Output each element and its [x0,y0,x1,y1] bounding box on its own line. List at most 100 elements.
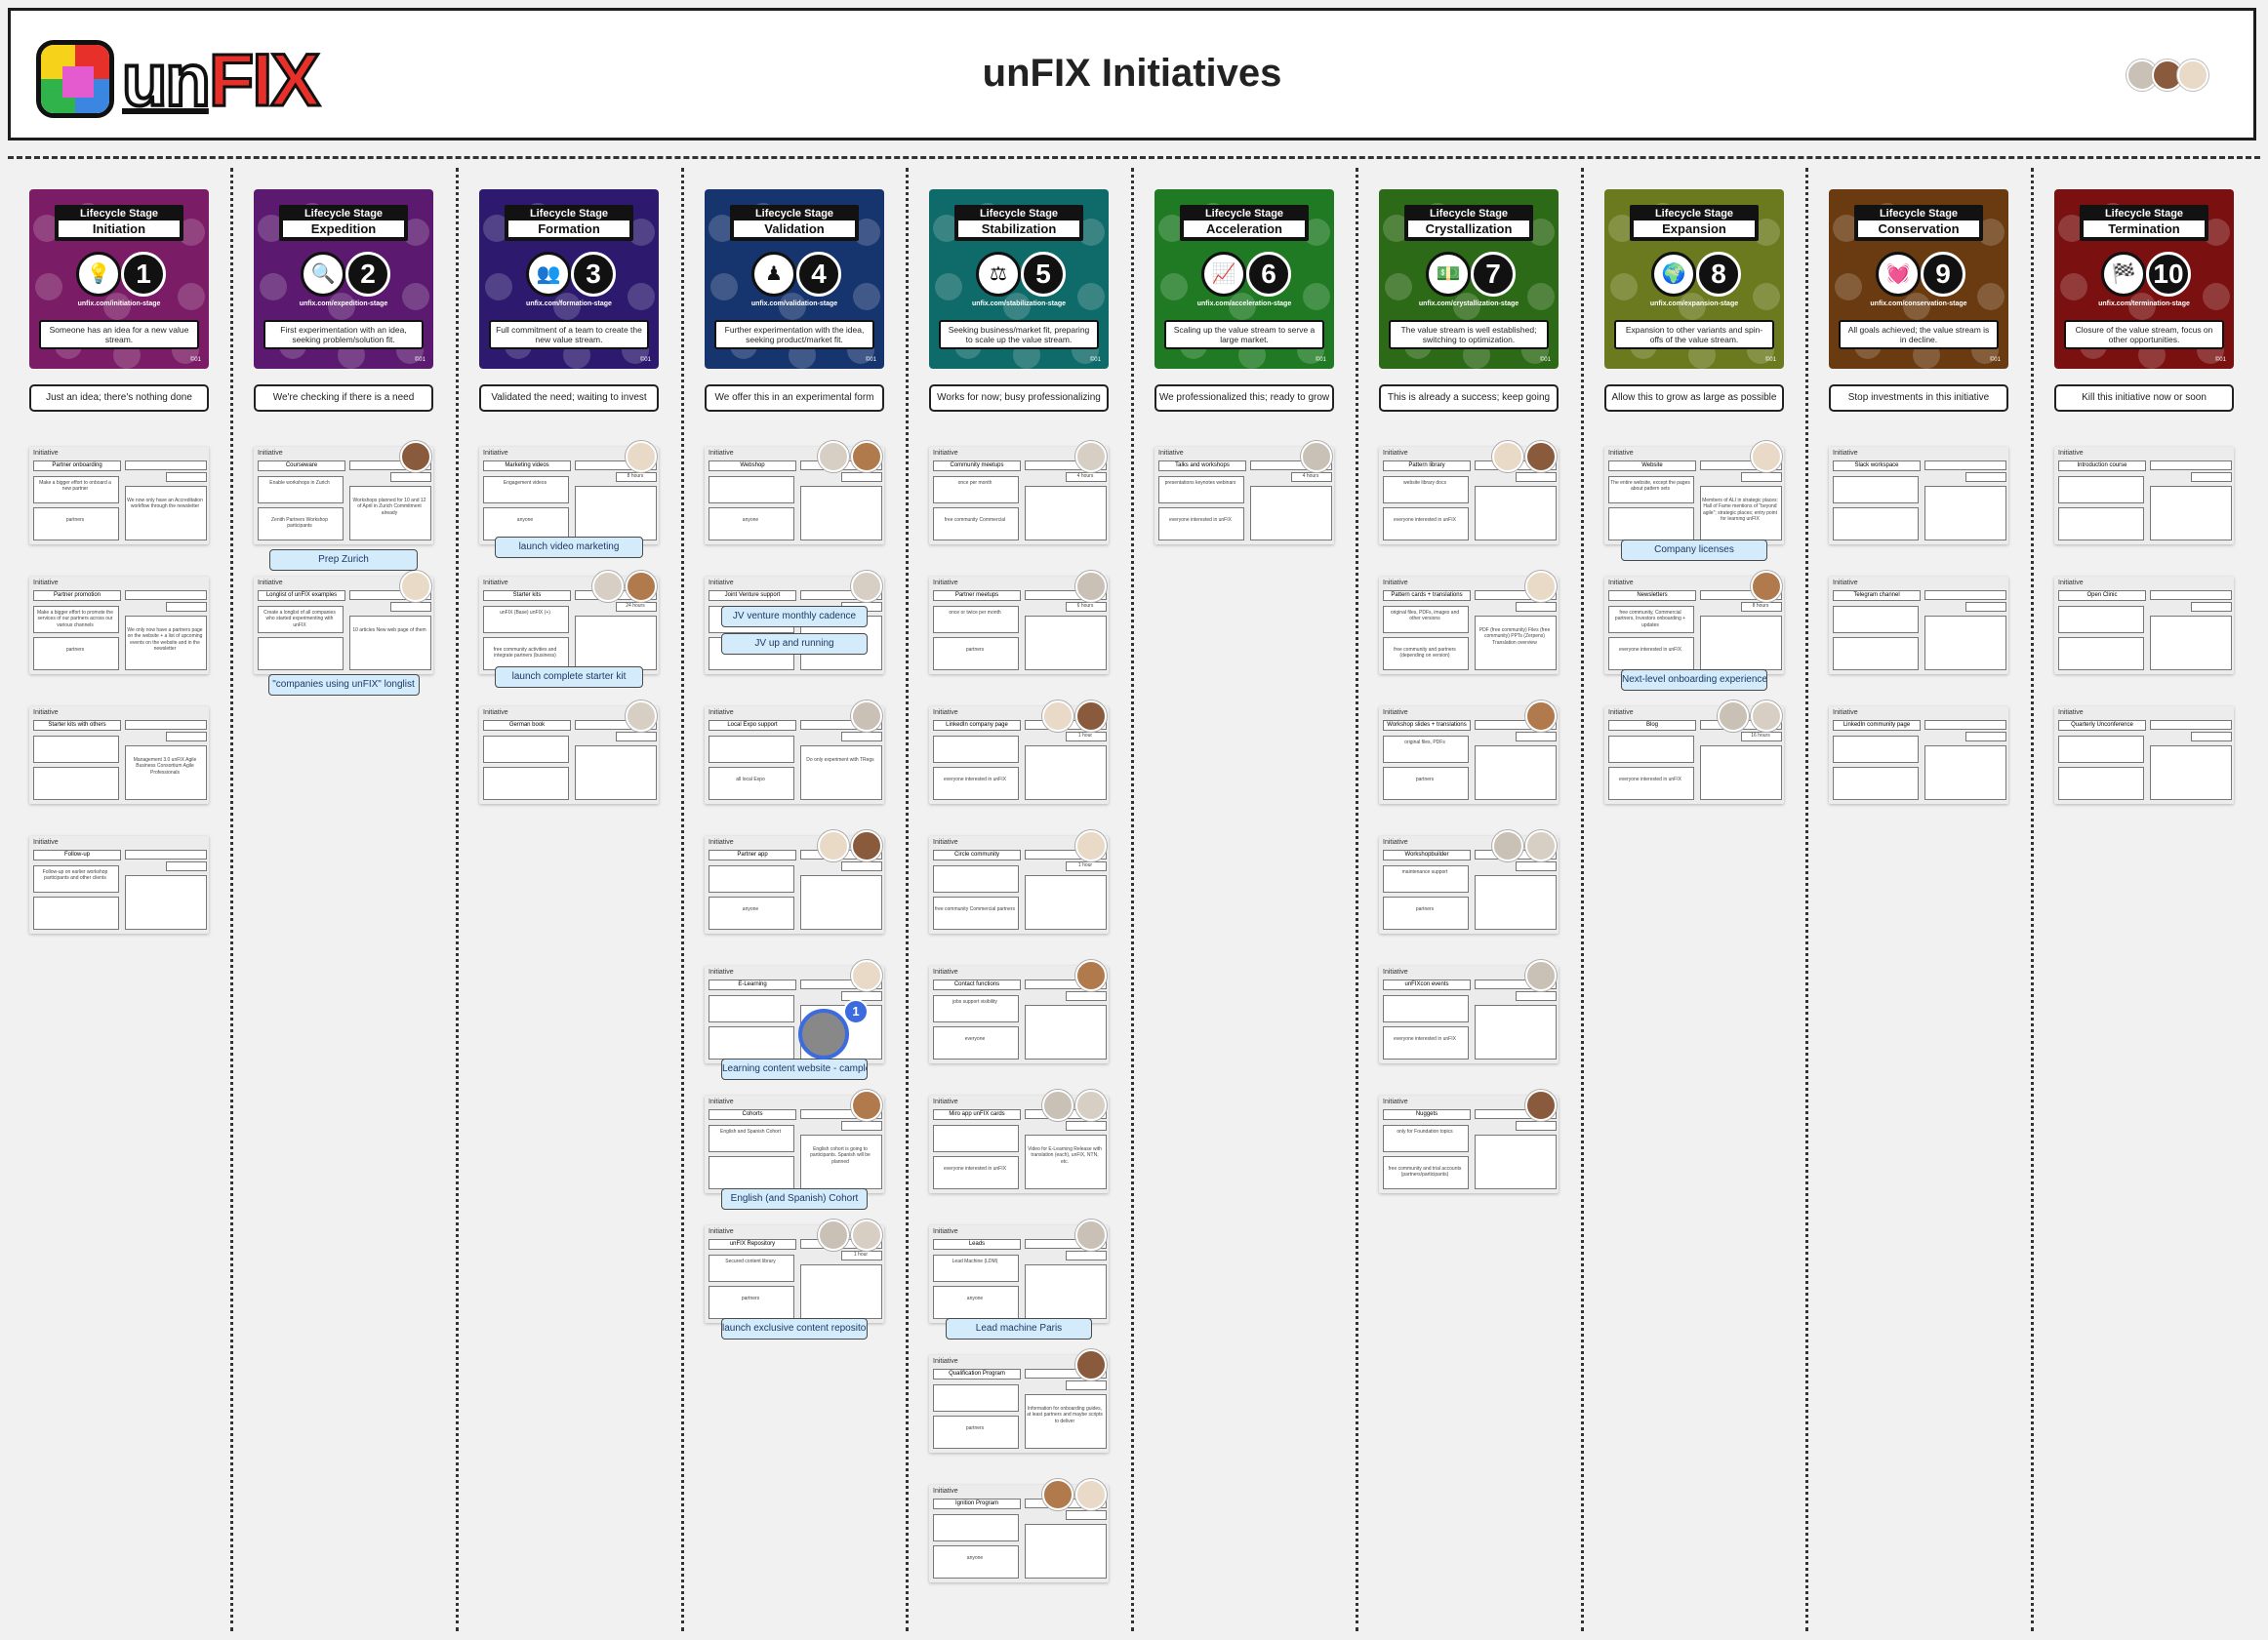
stage-status[interactable]: Stop investments in this initiative [1829,384,2008,412]
sticky-note[interactable]: launch video marketing [495,537,643,558]
lifecycle-stage-card[interactable]: Lifecycle Stage Termination 🏁 10 unfix.c… [2054,189,2234,369]
notes-field[interactable] [349,486,431,540]
effort-field[interactable] [1066,1251,1107,1260]
initiative-name[interactable]: Website [1608,460,1696,471]
avatar[interactable] [818,830,849,861]
avatar[interactable] [2177,60,2208,91]
purpose-field[interactable] [933,606,1019,633]
purpose-field[interactable] [709,736,794,763]
audience-field[interactable] [1833,507,1919,540]
owner-field[interactable] [2150,720,2232,730]
effort-field[interactable] [390,602,431,612]
initiative-card[interactable]: Initiative German book [479,700,659,804]
effort-field[interactable] [1965,472,2006,482]
initiative-name[interactable]: unFIX Repository [709,1239,796,1250]
effort-field[interactable] [841,861,882,871]
avatar[interactable] [851,441,882,472]
avatar[interactable] [626,441,657,472]
audience-field[interactable] [1383,637,1469,670]
initiative-name[interactable]: Cohorts [709,1109,796,1120]
notes-field[interactable] [800,745,882,800]
initiative-name[interactable]: unFIXcon events [1383,980,1471,990]
effort-field[interactable] [166,602,207,612]
purpose-field[interactable] [933,865,1019,893]
notes-field[interactable] [1475,1135,1557,1189]
purpose-field[interactable] [933,1255,1019,1282]
initiative-card[interactable]: Initiative Contact functions jobs suppor… [929,960,1109,1063]
audience-field[interactable] [2058,767,2144,800]
owner-field[interactable] [125,590,207,600]
avatar[interactable] [1492,830,1523,861]
initiative-card[interactable]: Initiative Partner app anyone [705,830,884,934]
initiative-card[interactable]: Initiative LinkedIn company page everyon… [929,700,1109,804]
avatar[interactable] [400,441,431,472]
initiative-name[interactable]: Pattern cards + translations [1383,590,1471,601]
initiative-name[interactable]: Miro app unFIX cards [933,1109,1021,1120]
avatar[interactable] [851,1220,882,1251]
initiative-card[interactable]: Initiative Follow-up Follow-up on earlie… [29,836,209,934]
audience-field[interactable] [709,897,794,930]
notes-field[interactable] [125,616,207,670]
purpose-field[interactable] [2058,476,2144,503]
audience-field[interactable] [709,1156,794,1189]
avatar[interactable] [851,700,882,732]
purpose-field[interactable] [1833,736,1919,763]
owner-field[interactable] [800,590,882,600]
effort-field[interactable] [841,472,882,482]
owner-field[interactable] [1025,850,1107,860]
notes-field[interactable] [1475,875,1557,930]
lifecycle-stage-card[interactable]: Lifecycle Stage Acceleration 📈 6 unfix.c… [1154,189,1334,369]
initiative-name[interactable]: Marketing videos [483,460,571,471]
purpose-field[interactable] [709,1125,794,1152]
avatar[interactable] [1751,571,1782,602]
collaborator-avatars[interactable] [2126,60,2208,91]
avatar[interactable] [1301,441,1332,472]
lifecycle-stage-card[interactable]: Lifecycle Stage Conservation 💓 9 unfix.c… [1829,189,2008,369]
owner-field[interactable] [349,460,431,470]
audience-field[interactable] [933,897,1019,930]
purpose-field[interactable] [258,606,344,633]
notes-field[interactable] [800,1264,882,1319]
notes-field[interactable] [1025,1394,1107,1449]
purpose-field[interactable] [258,476,344,503]
audience-field[interactable] [709,1026,794,1060]
initiative-name[interactable]: Qualification Program [933,1369,1021,1380]
initiative-card[interactable]: Initiative Qualification Program partner… [929,1349,1109,1453]
initiative-name[interactable]: E-Learning [709,980,796,990]
notes-field[interactable] [125,875,207,930]
audience-field[interactable] [1383,1156,1469,1189]
effort-field[interactable] [1066,732,1107,741]
sticky-note[interactable]: JV up and running [721,633,868,655]
effort-field[interactable] [1741,732,1782,741]
avatar[interactable] [1042,700,1073,732]
effort-field[interactable] [1516,602,1557,612]
owner-field[interactable] [800,1109,882,1119]
owner-field[interactable] [1475,720,1557,730]
initiative-card[interactable]: Initiative Community meetups once per mo… [929,441,1109,544]
purpose-field[interactable] [933,736,1019,763]
purpose-field[interactable] [1383,1125,1469,1152]
lifecycle-stage-card[interactable]: Lifecycle Stage Stabilization ⚖ 5 unfix.… [929,189,1109,369]
avatar[interactable] [1525,1090,1557,1121]
audience-field[interactable] [933,1416,1019,1449]
initiative-name[interactable]: Partner onboarding [33,460,121,471]
initiative-card[interactable]: Initiative Pattern library website libra… [1379,441,1559,544]
owner-field[interactable] [575,720,657,730]
notes-field[interactable] [800,875,882,930]
purpose-field[interactable] [933,1514,1019,1541]
audience-field[interactable] [933,637,1019,670]
audience-field[interactable] [1833,767,1919,800]
notes-field[interactable] [575,616,657,670]
effort-field[interactable] [1516,472,1557,482]
avatar[interactable] [1042,1090,1073,1121]
notes-field[interactable] [1700,745,1782,800]
purpose-field[interactable] [33,865,119,893]
initiative-name[interactable]: Starter kits [483,590,571,601]
lifecycle-stage-card[interactable]: Lifecycle Stage Initiation 💡 1 unfix.com… [29,189,209,369]
purpose-field[interactable] [709,476,794,503]
purpose-field[interactable] [709,995,794,1022]
audience-field[interactable] [483,507,569,540]
audience-field[interactable] [33,637,119,670]
stage-status[interactable]: This is already a success; keep going [1379,384,1559,412]
stage-status[interactable]: We offer this in an experimental form [705,384,884,412]
